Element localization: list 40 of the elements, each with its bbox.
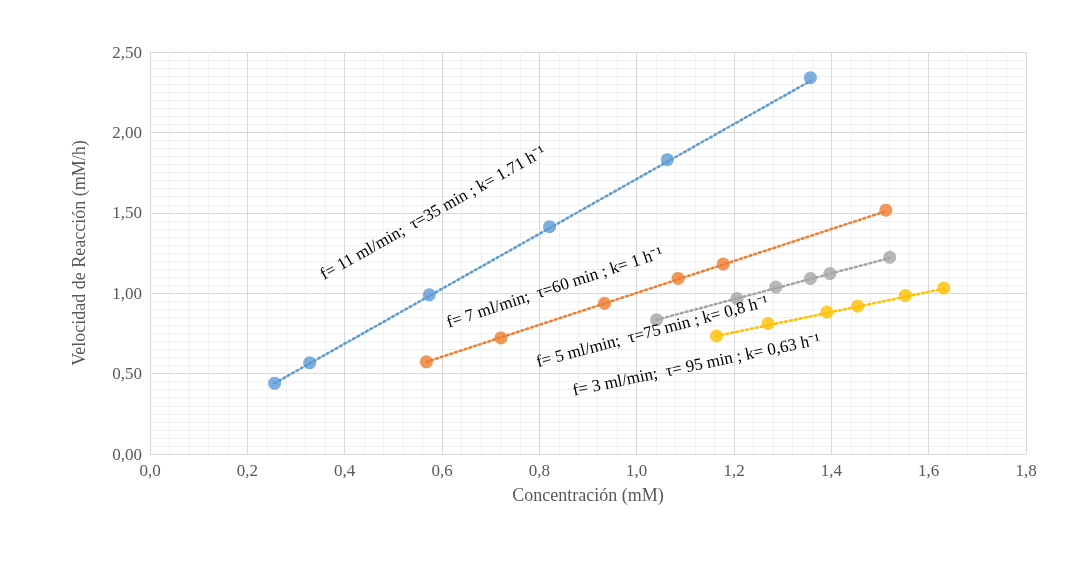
y-tick-label: 2,00 bbox=[112, 122, 142, 142]
x-tick-label: 1,4 bbox=[820, 461, 843, 480]
y-axis-title: Velocidad de Reacción (mM/h) bbox=[69, 140, 90, 366]
x-axis-title: Concentración (mM) bbox=[512, 485, 664, 506]
point bbox=[937, 281, 951, 295]
x-tick-label: 1,2 bbox=[723, 461, 745, 480]
y-tick-label: 2,50 bbox=[112, 42, 142, 62]
x-tick-label: 1,6 bbox=[918, 461, 940, 480]
point bbox=[879, 203, 893, 217]
point bbox=[598, 296, 612, 310]
point bbox=[716, 257, 730, 271]
point bbox=[543, 220, 557, 234]
point bbox=[419, 355, 433, 369]
point bbox=[803, 71, 817, 85]
x-tick-label: 0,6 bbox=[431, 461, 453, 480]
y-tick-label: 0,50 bbox=[112, 364, 142, 384]
point bbox=[671, 271, 685, 285]
x-tick-label: 0,2 bbox=[236, 461, 258, 480]
point bbox=[660, 153, 674, 167]
y-tick-label: 1,00 bbox=[112, 283, 142, 303]
point bbox=[268, 376, 282, 390]
point bbox=[709, 329, 723, 343]
x-tick-label: 0,0 bbox=[139, 461, 161, 480]
point bbox=[422, 288, 436, 302]
point bbox=[883, 250, 897, 264]
y-tick-label: 1,50 bbox=[112, 203, 142, 223]
x-tick-label: 0,4 bbox=[334, 461, 356, 480]
point bbox=[769, 280, 783, 294]
y-tick-label: 0,00 bbox=[112, 444, 142, 464]
x-tick-label: 1,0 bbox=[626, 461, 648, 480]
point bbox=[898, 289, 912, 303]
x-tick-label: 0,8 bbox=[528, 461, 550, 480]
point bbox=[803, 271, 817, 285]
point bbox=[851, 299, 865, 313]
point bbox=[494, 331, 508, 345]
point bbox=[823, 267, 837, 281]
point bbox=[303, 356, 317, 370]
point bbox=[761, 317, 775, 331]
x-tick-label: 1,8 bbox=[1015, 461, 1037, 480]
point bbox=[820, 305, 834, 319]
